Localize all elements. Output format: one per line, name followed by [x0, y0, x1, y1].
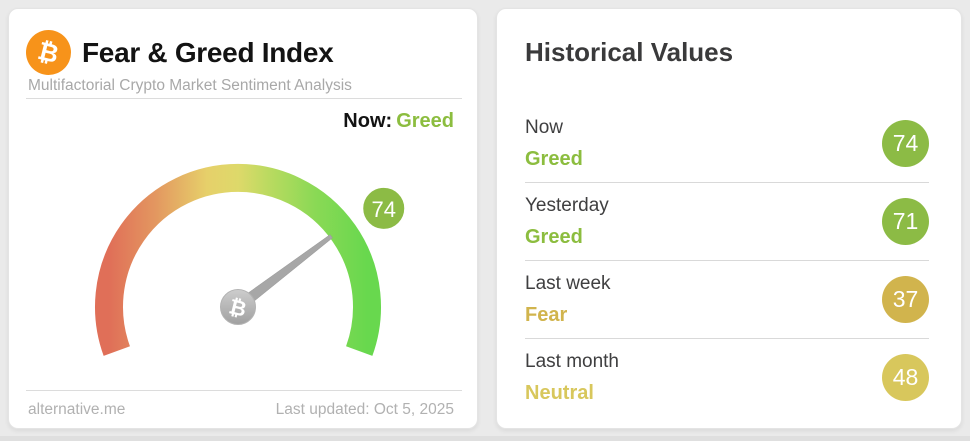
- history-row: Now Greed 74: [525, 105, 929, 183]
- history-rows: Now Greed 74 Yesterday Greed 71 Last wee…: [525, 105, 929, 416]
- fear-greed-gauge-card: ₿ Fear & Greed Index Multifactorial Cryp…: [8, 8, 478, 429]
- now-label: Now:: [343, 110, 393, 132]
- now-sentiment: Now: Greed: [343, 110, 454, 133]
- history-period-label: Last month: [525, 350, 619, 372]
- history-value-badge: 48: [882, 354, 929, 401]
- history-value-badge: 71: [882, 198, 929, 245]
- bitcoin-icon: ₿: [26, 30, 71, 75]
- history-period-label: Yesterday: [525, 194, 609, 216]
- now-classification: Greed: [396, 110, 454, 132]
- history-row: Last month Neutral 48: [525, 339, 929, 416]
- gauge-value-badge: 74: [360, 184, 408, 232]
- card-footer: alternative.me Last updated: Oct 5, 2025: [28, 401, 454, 419]
- coin-bitcoin-icon: ₿: [227, 294, 249, 321]
- card-subtitle: Multifactorial Crypto Market Sentiment A…: [28, 77, 352, 94]
- history-row: Last week Fear 37: [525, 261, 929, 339]
- history-row-text: Last week Fear: [525, 273, 611, 327]
- history-row-text: Yesterday Greed: [525, 195, 609, 249]
- footer-divider: [26, 390, 462, 391]
- history-title: Historical Values: [525, 37, 734, 67]
- bitcoin-symbol: ₿: [35, 35, 63, 69]
- gauge-value: 74: [371, 197, 395, 222]
- history-row: Yesterday Greed 71: [525, 183, 929, 261]
- sentiment-gauge: ₿ 74: [95, 164, 408, 356]
- gauge-arc: [95, 164, 381, 356]
- history-classification: Greed: [525, 147, 583, 170]
- historical-values-card: Historical Values Now Greed 74 Yesterday…: [496, 8, 962, 429]
- last-updated: Last updated: Oct 5, 2025: [275, 401, 454, 418]
- history-classification: Fear: [525, 303, 568, 326]
- history-value-badge: 37: [882, 276, 929, 323]
- history-period-label: Last week: [525, 272, 611, 294]
- page-bottom-edge: [0, 436, 970, 441]
- history-row-text: Last month Neutral: [525, 351, 619, 405]
- history-row-text: Now Greed: [525, 117, 583, 171]
- history-period-label: Now: [525, 116, 564, 138]
- card-title: Fear & Greed Index: [82, 37, 334, 68]
- gauge-center-coin: [220, 289, 256, 325]
- header-divider: [26, 98, 462, 99]
- source-link[interactable]: alternative.me: [28, 401, 126, 418]
- history-classification: Neutral: [525, 381, 594, 404]
- history-classification: Greed: [525, 225, 583, 248]
- history-value-badge: 74: [882, 120, 929, 167]
